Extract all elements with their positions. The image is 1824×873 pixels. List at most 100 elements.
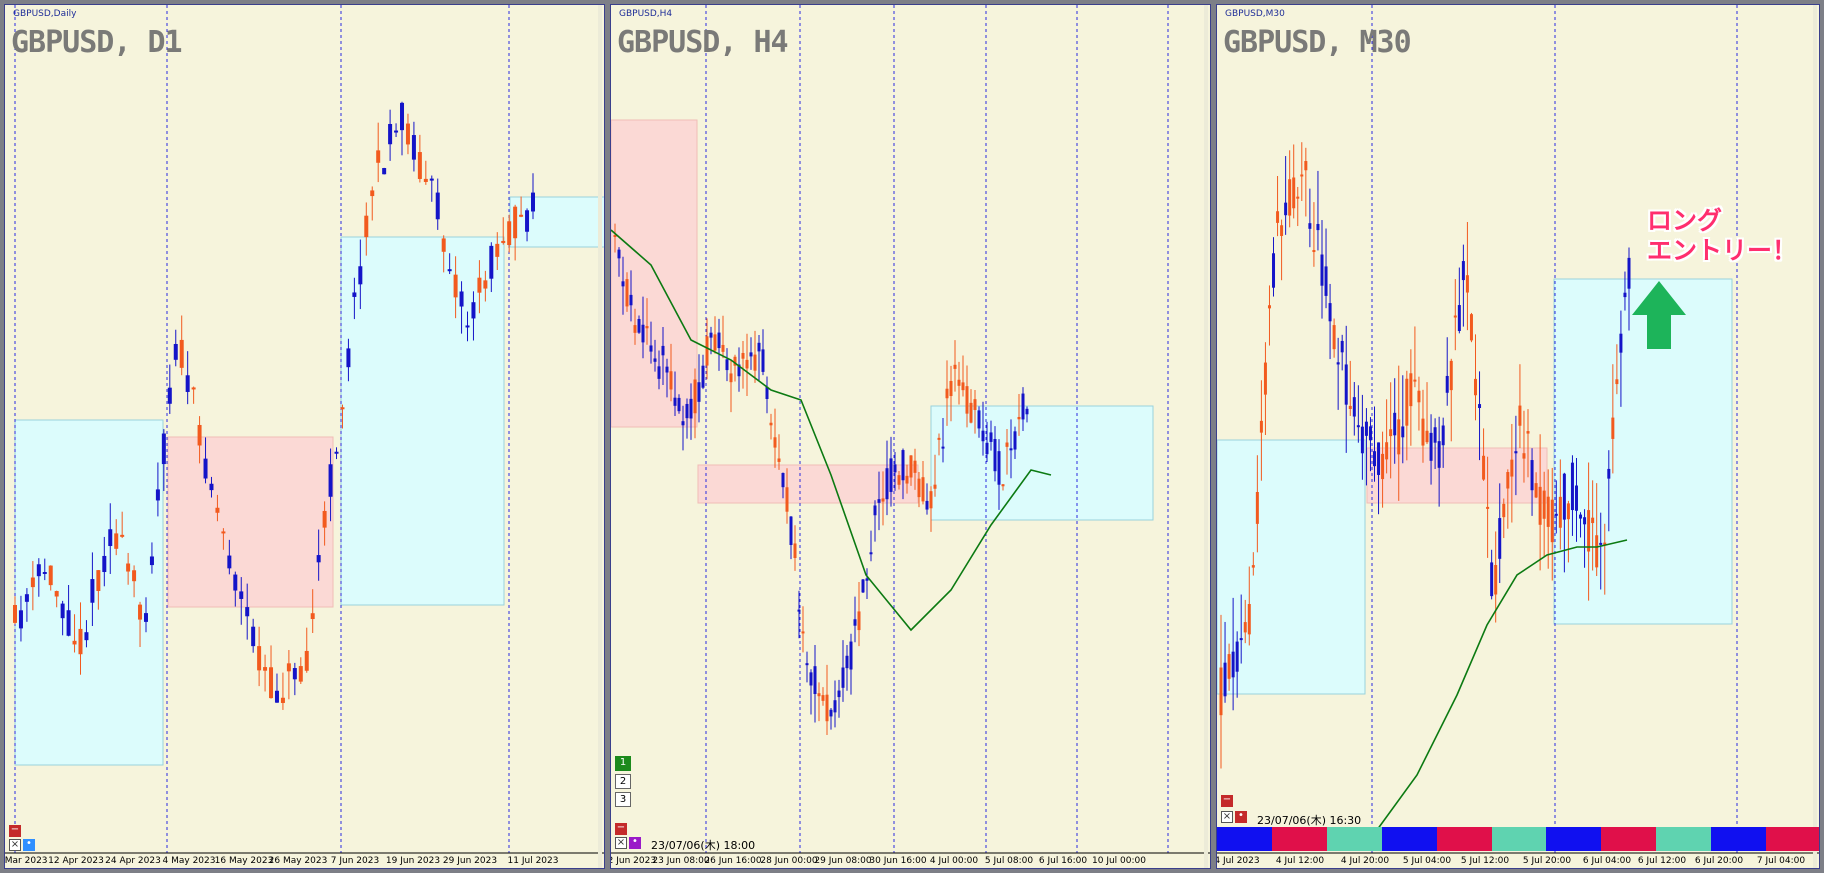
candle-body: [90, 579, 95, 603]
session-segment: [1491, 827, 1548, 851]
candle-body: [1223, 662, 1227, 697]
candle-body: [621, 281, 625, 287]
candle-body: [1259, 420, 1263, 433]
candle-body: [1570, 462, 1574, 511]
candle-body: [1352, 397, 1356, 417]
chart-canvas-m30[interactable]: [1217, 5, 1820, 869]
level-button-2[interactable]: 2: [615, 774, 631, 789]
candle-body: [973, 399, 977, 411]
candle-body: [849, 641, 853, 670]
chart-symbol-title: GBPUSD, M30: [1223, 25, 1412, 60]
candle-body: [239, 591, 244, 599]
candle-body: [1344, 364, 1348, 405]
candle-body: [483, 280, 488, 289]
time-axis-label: 29 Jun 2023: [442, 856, 498, 866]
chart-panel-m30[interactable]: GBPUSD,M30 GBPUSD, M30 4 Jul 2023 4 Jul 1…: [1216, 4, 1820, 869]
candle-body: [382, 168, 387, 175]
candle-body: [298, 666, 303, 682]
candle-body: [1611, 417, 1615, 439]
time-axis-label: 31 Mar 2023: [4, 856, 48, 866]
candle-body: [286, 663, 291, 672]
level-button-1[interactable]: 1: [615, 756, 631, 771]
chart-canvas-d1[interactable]: [5, 5, 605, 869]
candle-body: [108, 529, 113, 547]
candle-body: [1429, 432, 1433, 461]
session-segment: [1601, 827, 1658, 851]
candle-body: [629, 294, 633, 306]
x-icon[interactable]: ×: [9, 839, 21, 851]
candle-body: [453, 274, 458, 298]
candle-body: [821, 695, 825, 701]
red-square-icon[interactable]: •: [1235, 811, 1247, 823]
lock-icon[interactable]: •: [23, 839, 35, 851]
candle-body: [1263, 362, 1267, 395]
candle-body: [757, 342, 761, 352]
candle-body: [1449, 360, 1453, 391]
candle-body: [1506, 472, 1510, 489]
candle-body: [1397, 419, 1401, 455]
candle-body: [645, 326, 649, 329]
candle-body: [269, 667, 274, 699]
session-segment: [1656, 827, 1713, 851]
session-color-bar: [1217, 827, 1819, 851]
chart-canvas-h4[interactable]: [611, 5, 1211, 869]
candle-body: [1405, 378, 1409, 426]
purple-square-icon[interactable]: •: [629, 837, 641, 849]
chart-tab-label: GBPUSD,Daily: [13, 9, 77, 19]
candle-body: [1219, 667, 1223, 716]
candle-body: [781, 472, 785, 488]
candle-body: [1308, 223, 1312, 229]
candle-body: [937, 437, 941, 440]
candle-body: [1364, 421, 1368, 436]
x-icon[interactable]: ×: [1221, 811, 1233, 823]
candle-body: [257, 646, 262, 671]
candle-body: [209, 483, 214, 491]
candle-body: [721, 344, 725, 352]
level-button-3[interactable]: 3: [615, 792, 631, 807]
session-segment: [1711, 827, 1768, 851]
candle-body: [215, 507, 220, 513]
time-axis-label: 5 Jul 08:00: [984, 856, 1034, 866]
candle-body: [1267, 305, 1271, 309]
candle-body: [993, 439, 997, 472]
candle-body: [1550, 499, 1554, 543]
candle-body: [841, 667, 845, 688]
candle-body: [969, 402, 973, 423]
candle-body: [1502, 503, 1506, 518]
candle-body: [813, 666, 817, 695]
candle-body: [1385, 442, 1389, 460]
candle-body: [447, 269, 452, 272]
candle-body: [1231, 651, 1235, 678]
candle-body: [693, 379, 697, 414]
session-segment: [1381, 827, 1438, 851]
candle-body: [1603, 542, 1607, 546]
candle-body: [649, 345, 653, 352]
price-zone: [697, 464, 919, 504]
time-axis-label: 4 May 2023: [162, 856, 216, 866]
candle-body: [1235, 641, 1239, 672]
candle-body: [191, 387, 196, 390]
candle-body: [953, 364, 957, 369]
candle-body: [501, 240, 506, 243]
x-icon[interactable]: ×: [615, 837, 627, 849]
candle-body: [945, 388, 949, 399]
candle-body: [72, 640, 77, 645]
candle-body: [471, 302, 476, 319]
time-axis-label: 6 Jul 16:00: [1038, 856, 1088, 866]
candle-body: [1623, 292, 1627, 298]
close-icon[interactable]: −: [615, 822, 627, 835]
close-icon[interactable]: −: [1221, 794, 1233, 807]
candle-body: [749, 352, 753, 357]
candle-body: [1368, 426, 1372, 441]
time-axis-label: 24 Apr 2023: [105, 856, 161, 866]
candle-body: [833, 700, 837, 713]
candle-body: [114, 533, 119, 549]
candle-body: [745, 359, 749, 369]
candle-body: [96, 570, 101, 592]
close-icon[interactable]: −: [9, 824, 21, 837]
candle-body: [641, 324, 645, 343]
candle-body: [1320, 254, 1324, 286]
candle-body: [60, 603, 65, 619]
